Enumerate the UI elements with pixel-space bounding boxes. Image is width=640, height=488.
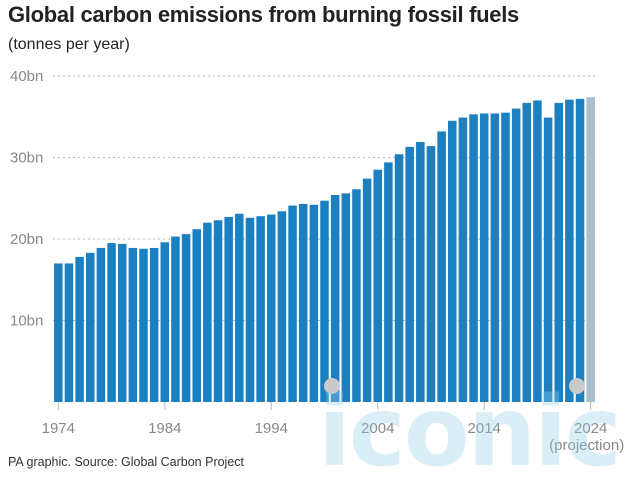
- bar: [426, 146, 436, 402]
- bar: [277, 211, 287, 402]
- x-tick-label: 1984: [148, 420, 181, 437]
- bar: [139, 248, 148, 402]
- bar: [384, 162, 393, 402]
- bar: [192, 229, 201, 402]
- bar: [511, 108, 521, 402]
- bar: [320, 200, 329, 402]
- y-tick-label: 10bn: [10, 313, 43, 330]
- bar: [75, 256, 84, 402]
- bar: [235, 213, 244, 402]
- bar: [554, 102, 563, 403]
- bar: [437, 131, 446, 403]
- bar: [64, 263, 74, 402]
- x-tick-label: 2024: [574, 420, 607, 437]
- bar: [448, 120, 457, 402]
- y-tick-label: 30bn: [10, 150, 43, 167]
- bar: [501, 112, 510, 403]
- bar: [288, 205, 297, 402]
- bar: [245, 217, 255, 402]
- source-note: PA graphic. Source: Global Carbon Projec…: [8, 455, 245, 469]
- bar: [149, 247, 159, 402]
- bar: [394, 154, 404, 402]
- bar: [533, 100, 542, 402]
- x-tick-label: 1974: [42, 420, 75, 437]
- bar: [565, 99, 574, 402]
- bar: [575, 98, 585, 402]
- bar: [373, 169, 382, 402]
- bar: [213, 220, 223, 402]
- bar: [107, 243, 116, 402]
- bar: [54, 263, 63, 402]
- bar: [522, 102, 532, 403]
- bar: [543, 117, 553, 402]
- bar: [117, 243, 127, 402]
- bar: [86, 252, 95, 402]
- bar: [96, 247, 106, 402]
- bar: [405, 146, 414, 402]
- bar: [458, 117, 468, 402]
- bar: [256, 216, 265, 402]
- bar: [298, 203, 308, 402]
- bar: [224, 216, 233, 402]
- bar: [267, 214, 276, 402]
- bar-chart: 10bn 20bn 30bn 40bn 1974 1984 1994 2004 2014 2024…: [10, 68, 624, 454]
- x-tick-label: 2004: [361, 420, 394, 437]
- bar: [479, 113, 489, 403]
- chart-subtitle: (tonnes per year): [8, 36, 130, 53]
- x-tick-label: 2014: [468, 420, 501, 437]
- y-tick-label: 40bn: [10, 68, 43, 85]
- bar: [352, 189, 361, 402]
- bar: [490, 113, 500, 403]
- bar: [469, 114, 478, 403]
- chart-title: Global carbon emissions from burning fos…: [8, 2, 519, 27]
- y-tick-label: 20bn: [10, 231, 43, 248]
- bar: [416, 142, 425, 402]
- bar: [128, 247, 138, 402]
- watermark-dot-right: [569, 378, 585, 394]
- bar: [171, 236, 180, 402]
- bar: [160, 242, 170, 402]
- bar: [341, 193, 351, 402]
- bar: [203, 222, 212, 402]
- projection-bar: [586, 97, 595, 402]
- x-tick-label: 1994: [255, 420, 288, 437]
- projection-label: (projection): [549, 437, 624, 454]
- bar: [362, 178, 372, 402]
- watermark-dot-left: [324, 378, 340, 394]
- bar: [181, 234, 191, 402]
- bar: [330, 194, 340, 402]
- bar: [309, 204, 319, 402]
